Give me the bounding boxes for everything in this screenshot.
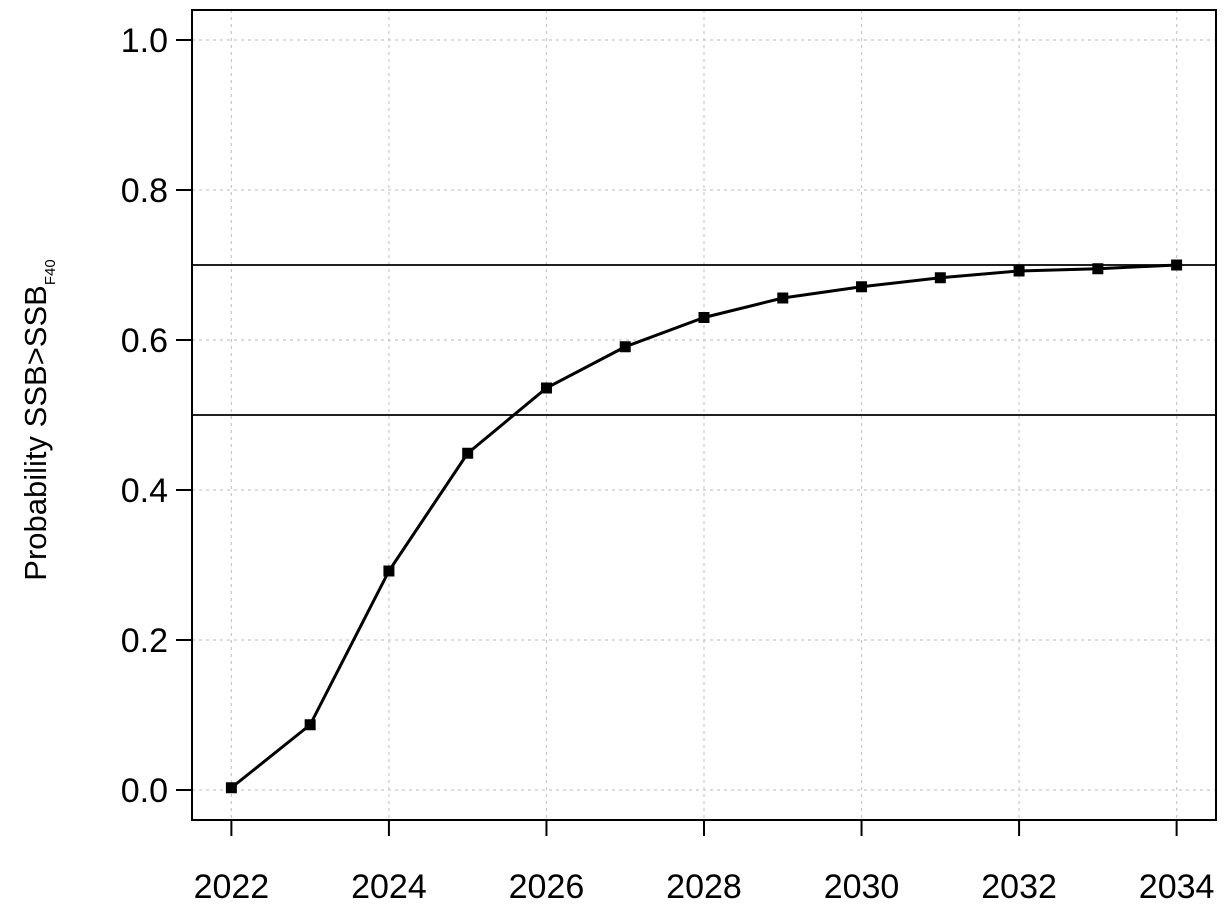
data-point (304, 719, 316, 731)
grid-lines (192, 10, 1216, 820)
data-point (225, 782, 237, 794)
x-tick-label: 2024 (351, 868, 427, 906)
y-axis-title-main: Probability SSB>SSB (18, 285, 53, 581)
y-tick-label: 1.0 (121, 22, 168, 60)
x-tick-label: 2026 (509, 868, 585, 906)
x-tick-label: 2030 (824, 868, 900, 906)
series-polyline (230, 263, 1177, 789)
series-line (225, 259, 1183, 794)
y-tick-label: 0.2 (121, 622, 168, 660)
data-point (619, 341, 631, 353)
x-tick-label: 2034 (1139, 868, 1215, 906)
y-axis-title-subscript: F40 (42, 259, 59, 285)
data-point (934, 272, 946, 284)
x-tick-label: 2022 (194, 868, 270, 906)
data-point (1092, 263, 1104, 275)
y-tick-label: 0.8 (121, 172, 168, 210)
x-tick-label: 2032 (981, 868, 1057, 906)
y-tick-label: 0.4 (121, 472, 168, 510)
x-tick-label: 2028 (666, 868, 742, 906)
data-point (540, 382, 552, 394)
y-axis-title: Probability SSB>SSBF40 (18, 259, 59, 580)
data-point (462, 447, 474, 459)
data-point (383, 565, 395, 577)
reference-lines (192, 264, 1216, 416)
axes: 0.0 0.2 0.4 0.6 0.8 1.0 2022 2024 2026 2028 2030 20… (121, 22, 1215, 906)
data-point (777, 292, 789, 304)
data-point (1171, 259, 1183, 271)
data-point (856, 281, 868, 293)
y-tick-label: 0.0 (121, 772, 168, 810)
data-point (1013, 265, 1025, 277)
data-point (698, 312, 710, 323)
y-tick-label: 0.6 (121, 322, 168, 360)
